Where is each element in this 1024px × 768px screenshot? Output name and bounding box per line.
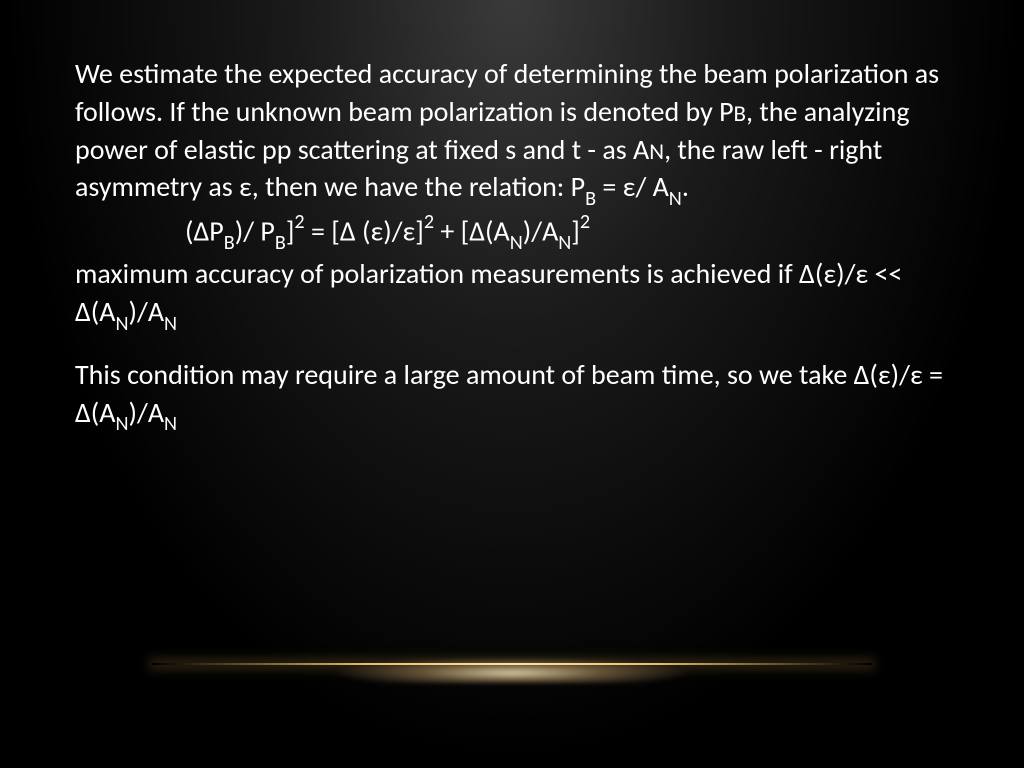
eq-e: + [Δ(A [434,214,510,249]
p1-sub-N2: N [669,187,682,211]
p1-sub-B: B [734,100,747,128]
eq-sup-3: 2 [580,210,590,234]
eq-sup-2: 2 [424,210,434,234]
decorative-glow-line [152,633,872,693]
p2-text-a: maximum accuracy of polarization measure… [75,256,902,329]
paragraph-3: This condition may require a large amoun… [75,356,955,437]
eq-f: )/A [523,214,559,249]
p3-text-a: This condition may require a large amoun… [75,357,943,430]
slide-body: We estimate the expected accuracy of det… [75,55,955,457]
eq-a: (ΔP [185,214,224,249]
eq-d: = [Δ (ε)/ε] [305,214,424,249]
eq-g: ] [571,214,580,249]
p2-sub-N1: N [116,312,129,336]
eq-sub-B1: B [224,231,235,255]
paragraph-1: We estimate the expected accuracy of det… [75,55,955,336]
eq-sub-N2: N [558,231,571,255]
p1-text-e: . [682,169,689,204]
p3-sub-N1: N [116,412,129,436]
p1-sub-B2: B [585,187,596,211]
p3-sub-N2: N [164,412,177,436]
p3-text-b: )/A [129,395,165,430]
eq-b: )/ P [235,214,275,249]
p1-sub-N: N [649,138,664,166]
p1-text-d: = ε/ A [596,169,669,204]
eq-sup-1: 2 [294,210,304,234]
eq-sub-B2: B [275,231,286,255]
eq-sub-N1: N [510,231,523,255]
p2-sub-N2: N [164,312,177,336]
p2-text-b: )/A [129,294,165,329]
